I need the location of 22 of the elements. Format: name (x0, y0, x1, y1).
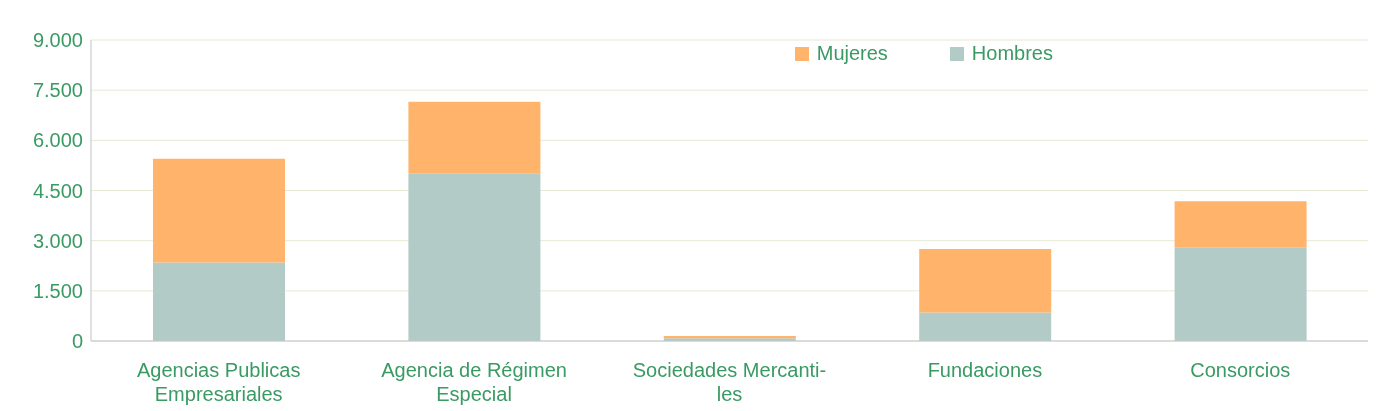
y-tick-label: 7.500 (32, 79, 83, 102)
x-tick-label: Agencia de Régimen Especial (381, 359, 567, 405)
bar (153, 158, 285, 263)
bar (408, 101, 541, 174)
y-tick-label: 4.500 (32, 179, 83, 202)
bar (1174, 247, 1307, 341)
bar (919, 312, 1052, 341)
bar (919, 249, 1052, 313)
y-tick-label: 6.000 (32, 129, 83, 152)
legend-label: Mujeres (816, 42, 888, 65)
y-tick-label: 9.000 (32, 29, 83, 52)
x-tick-label: Consorcios (1190, 359, 1291, 381)
x-tick-label: Agencias Publicas Empresariales (136, 359, 301, 405)
x-tick-label: Sociedades Mercanti- les (632, 359, 827, 405)
x-tick-label: Fundaciones (927, 359, 1043, 381)
y-tick-label: 1.500 (32, 279, 83, 302)
bar (408, 173, 541, 341)
y-tick-label: 3.000 (32, 229, 83, 252)
bar (1174, 201, 1307, 248)
legend-label: Hombres (971, 42, 1053, 65)
bar (153, 262, 285, 341)
y-tick-label: 0 (71, 330, 83, 353)
